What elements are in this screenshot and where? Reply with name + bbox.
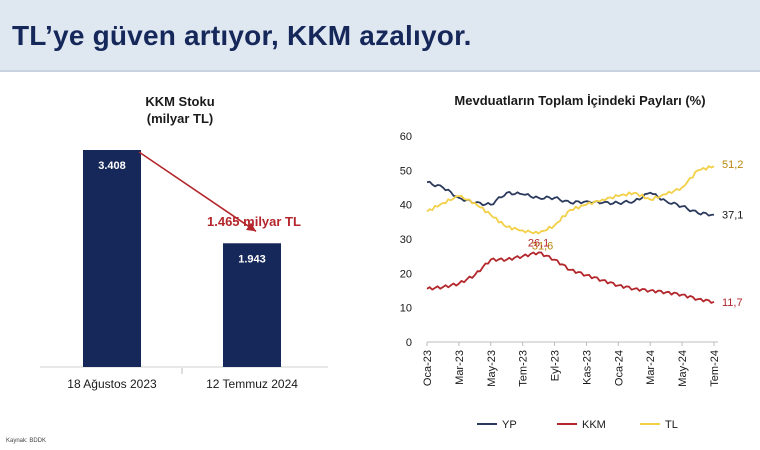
legend-label-yp: YP [502, 419, 517, 431]
y-tick-label-30: 30 [400, 234, 412, 246]
x-tick-label-May-24: May-24 [677, 350, 689, 387]
data-label-26-1: 26,1 [528, 237, 549, 249]
legend-label-kkm: KKM [582, 419, 606, 431]
series-line-tl [426, 165, 715, 235]
data-label-31-6: 31,6 [532, 241, 553, 253]
y-tick-label-40: 40 [400, 200, 412, 212]
legend-label-tl: TL [665, 419, 678, 431]
x-tick-label-Mar-23: Mar-23 [454, 350, 466, 385]
kkm-stock-bar-chart: 3.408 18 Ağustos 2023 1.943 12 Temmuz 2024 1… [40, 150, 328, 391]
data-label-11-7: 11,7 [722, 297, 743, 309]
data-label-51-2: 51,2 [722, 159, 743, 171]
deposit-share-chart-title: Mevduatların Toplam İçindeki Payları (%) [454, 93, 706, 108]
data-label-37-1: 37,1 [722, 210, 743, 222]
kkm-bar-category-label-1: 18 Ağustos 2023 [67, 377, 157, 391]
x-tick-label-May-23: May-23 [486, 350, 498, 387]
kkm-bar-2 [223, 243, 281, 367]
y-tick-label-10: 10 [400, 303, 412, 315]
page-title: TL’ye güven artıyor, KKM azalıyor. [12, 20, 472, 51]
y-tick-label-0: 0 [406, 337, 412, 349]
x-tick-label-Eyl-23: Eyl-23 [550, 350, 562, 381]
x-tick-label-Kas-23: Kas-23 [581, 350, 593, 385]
decline-arrow [138, 151, 257, 232]
x-tick-label-Mar-24: Mar-24 [645, 350, 657, 385]
source-note: Kaynak: BDDK [6, 438, 47, 444]
kkm-bar-1 [83, 150, 141, 367]
x-tick-label-Tem-23: Tem-23 [518, 350, 530, 387]
kkm-stock-title: KKM Stoku (milyar TL) [100, 93, 260, 127]
y-tick-label-50: 50 [400, 165, 412, 177]
series-line-kkm [426, 251, 715, 304]
y-tick-label-60: 60 [400, 131, 412, 143]
decline-arrow-head [246, 222, 256, 232]
kkm-bar-category-label-2: 12 Temmuz 2024 [206, 377, 298, 391]
x-tick-label-Tem-24: Tem-24 [709, 350, 721, 387]
kkm-bar-value-label-1: 3.408 [98, 160, 126, 172]
x-tick-label-Oca-24: Oca-24 [613, 350, 625, 386]
decline-annotation: 1.465 milyar TL [207, 214, 301, 229]
x-tick-label-Oca-23: Oca-23 [422, 350, 434, 386]
slide-header: TL’ye güven artıyor, KKM azalıyor. [0, 0, 760, 72]
kkm-stock-title-line2: (milyar TL) [146, 111, 214, 126]
y-tick-label-20: 20 [400, 268, 412, 280]
kkm-stock-title-line1: KKM Stoku [145, 94, 215, 109]
kkm-bar-value-label-2: 1.943 [238, 253, 266, 265]
